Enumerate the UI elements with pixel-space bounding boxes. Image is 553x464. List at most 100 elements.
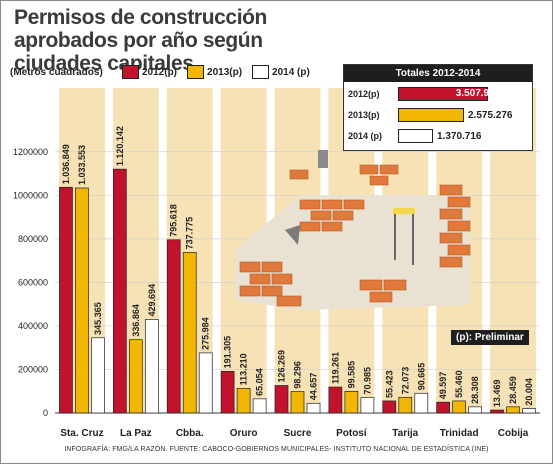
brick [439,256,463,268]
legend: 2012(p) 2013(p) 2014 (p) [122,64,310,80]
totals-year-2013: 2013(p) [348,110,380,120]
legend-label-2013: 2013(p) [207,66,243,78]
bar [506,406,520,414]
brick [310,210,332,221]
source-credit: INFOGRAFÍA: FMG/LA RAZÓN. FUENTE: CABOCO… [64,446,489,453]
y-tick-label: 600000 [18,277,48,287]
bar-value-label: 1.036.849 [61,144,71,184]
bar-value-label: 345.365 [93,302,103,335]
category-label: La Paz [120,428,152,439]
bar-value-label: 98.296 [293,361,303,389]
bar-value-label: 429.694 [147,284,157,317]
bar-value-label: 44.657 [309,373,319,401]
chart-title: Permisos de construcción aprobados por a… [14,6,267,75]
totals-row-2012: 2012(p) [348,86,488,102]
legend-swatch-2012 [122,65,139,79]
preliminary-note: (p): Preliminar [451,330,529,345]
bar [112,168,127,414]
bar-value-label: 191.305 [223,336,233,369]
legend-label-2014: 2014 (p) [272,66,310,78]
totals-year-2014: 2014 (p) [348,131,383,141]
y-tick-label: 400000 [18,321,48,331]
legend-item-2014: 2014 (p) [252,65,310,79]
brick [261,261,283,273]
brick [359,279,383,291]
bar [306,402,321,414]
brick [276,295,302,307]
y-tick-label: 800000 [18,234,48,244]
totals-value-2013: 2.575.276 [468,109,513,121]
bar-value-label: 72.073 [400,367,410,395]
bar [522,408,536,414]
category-label: Potosí [336,428,368,439]
brick [289,169,309,180]
brick [359,164,379,175]
brick [369,175,389,186]
totals-bar-2013 [398,108,464,122]
bar-value-label: 126.269 [277,350,287,383]
bar [220,371,235,414]
category-label: Cbba. [176,428,204,439]
bar-value-label: 70.985 [362,367,372,395]
bar-value-label: 28.308 [470,376,480,404]
bar [252,398,267,414]
bar [91,337,105,414]
bar-value-label: 737.775 [185,217,195,250]
bar [274,385,289,414]
bar [166,239,181,414]
bar [398,396,413,414]
bar [59,186,73,414]
totals-heading: Totales 2012-2014 [344,65,532,82]
brick [239,261,261,273]
bar-value-label: 20.004 [524,378,534,406]
bar [182,252,197,414]
spirit-level [393,208,415,214]
brick [249,273,271,285]
bar-value-label: 1.033.553 [77,145,87,185]
bar-value-label: 28.459 [508,376,518,404]
brick [439,208,463,220]
legend-swatch-2013 [187,65,205,79]
y-tick-label: 1200000 [13,147,48,157]
brick [383,279,407,291]
bar [490,409,504,414]
legend-item-2013: 2013(p) [187,65,242,79]
construction-illustration [235,150,471,310]
bar-value-label: 795.618 [169,204,179,237]
brick [439,232,463,244]
post [318,150,328,168]
bar [360,397,375,414]
brick [369,291,393,303]
legend-swatch-2014 [252,65,270,79]
bar-value-label: 55.423 [384,370,394,398]
totals-box: Totales 2012-2014 2012(p) 2013(p) 2.575.… [343,64,533,151]
bar [236,388,251,414]
bar-value-label: 99.585 [346,361,356,389]
bar [382,400,397,414]
brick [321,221,343,232]
brick [321,199,343,210]
brick [343,199,365,210]
category-label: Tarija [392,428,418,439]
bar [436,401,451,414]
legend-item-2012: 2012(p) [122,65,177,79]
bar-value-label: 275.984 [201,317,211,350]
legend-label-2012: 2012(p) [142,66,178,78]
bar [75,187,89,414]
bar [344,390,359,414]
bar [468,406,483,414]
bar [452,400,467,414]
bar-value-label: 113.210 [239,353,249,385]
category-label: Oruro [230,428,258,439]
bar-value-label: 65.054 [255,368,265,396]
totals-bar-2014 [398,129,433,143]
bar-value-label: 49.597 [438,372,448,400]
bar-value-label: 1.120.142 [115,126,125,166]
bar-value-label: 119.261 [330,352,340,384]
wall-floor-shape [235,195,470,310]
bar-value-label: 336.864 [131,304,141,337]
category-label: Cobija [498,428,529,439]
y-tick-label: 1000000 [13,190,48,200]
brick [239,285,261,297]
totals-year-2012: 2012(p) [348,89,380,99]
